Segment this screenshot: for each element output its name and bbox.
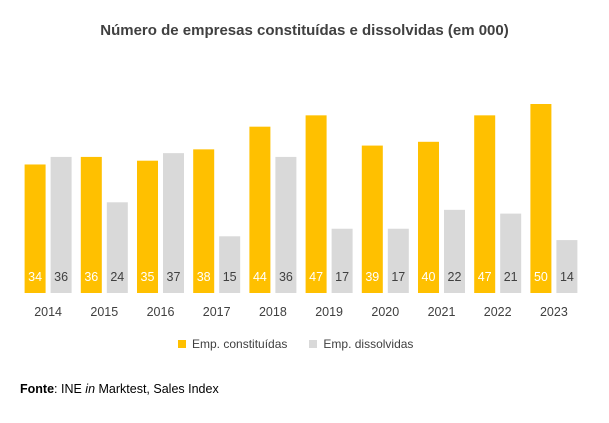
bar-constituidas-2023 [530, 104, 552, 293]
data-label-constituidas-2016: 35 [141, 270, 155, 284]
data-label-dissolvidas-2017: 15 [223, 270, 237, 284]
bar-dissolvidas-2021 [444, 209, 465, 293]
data-label-constituidas-2021: 40 [422, 270, 436, 284]
legend-item-dissolvidas: Emp. dissolvidas [309, 337, 413, 351]
data-label-constituidas-2019: 47 [309, 270, 323, 284]
data-label-dissolvidas-2023: 14 [560, 270, 574, 284]
x-tick-label-2018: 2018 [259, 305, 287, 319]
data-label-constituidas-2023: 50 [534, 270, 548, 284]
x-tick-label-2014: 2014 [34, 305, 62, 319]
data-label-constituidas-2018: 44 [253, 270, 267, 284]
x-tick-label-2023: 2023 [540, 305, 568, 319]
bar-constituidas-2016 [137, 160, 158, 293]
data-label-dissolvidas-2022: 21 [504, 270, 518, 284]
chart-title: Número de empresas constituídas e dissol… [100, 22, 509, 39]
bar-constituidas-2019 [305, 115, 327, 293]
x-tick-label-2015: 2015 [90, 305, 118, 319]
x-tick-label-2022: 2022 [484, 305, 512, 319]
source-italic: in [85, 382, 96, 396]
legend-swatch-constituidas [178, 340, 186, 348]
bar-dissolvidas-2014 [50, 156, 72, 293]
legend-label-constituidas: Emp. constituídas [192, 337, 288, 351]
source-sep: : INE [54, 382, 86, 396]
bar-dissolvidas-2018 [275, 156, 297, 293]
data-label-dissolvidas-2014: 36 [54, 270, 68, 284]
bar-dissolvidas-2015 [106, 202, 128, 293]
bar-dissolvidas-2019 [331, 228, 353, 293]
data-label-dissolvidas-2016: 37 [167, 270, 181, 284]
legend-label-dissolvidas: Emp. dissolvidas [323, 337, 414, 351]
x-tick-label-2017: 2017 [203, 305, 231, 319]
bar-constituidas-2021 [418, 141, 439, 293]
bar-constituidas-2022 [474, 115, 496, 293]
data-label-dissolvidas-2015: 24 [110, 270, 124, 284]
data-label-dissolvidas-2018: 36 [279, 270, 293, 284]
x-tick-label-2021: 2021 [428, 305, 456, 319]
bar-dissolvidas-2017 [219, 236, 241, 293]
data-label-dissolvidas-2021: 22 [448, 270, 462, 284]
bar-constituidas-2020 [361, 145, 383, 293]
bar-dissolvidas-2016 [163, 153, 184, 293]
data-label-constituidas-2017: 38 [197, 270, 211, 284]
bar-constituidas-2015 [80, 156, 102, 293]
legend-item-constituidas: Emp. constituídas [178, 337, 287, 351]
legend-swatch-dissolvidas [309, 340, 318, 348]
bar-dissolvidas-2022 [500, 213, 522, 293]
data-label-dissolvidas-2019: 17 [335, 270, 349, 284]
source-note: Fonte: INE in Marktest, Sales Index [20, 382, 219, 396]
source-label: Fonte [20, 382, 55, 396]
source-rest: Marktest, Sales Index [95, 382, 219, 396]
x-tick-label-2019: 2019 [315, 305, 343, 319]
bar-dissolvidas-2023 [556, 240, 578, 293]
data-label-dissolvidas-2020: 17 [391, 270, 405, 284]
bar-constituidas-2014 [24, 164, 46, 293]
data-label-constituidas-2020: 39 [365, 270, 379, 284]
x-tick-label-2016: 2016 [147, 305, 175, 319]
data-label-constituidas-2015: 36 [84, 270, 98, 284]
bar-constituidas-2018 [249, 126, 271, 294]
x-tick-label-2020: 2020 [371, 305, 399, 319]
bar-dissolvidas-2020 [387, 228, 409, 293]
legend: Emp. constituídas Emp. dissolvidas [178, 337, 435, 351]
data-label-constituidas-2014: 34 [28, 270, 42, 284]
data-label-constituidas-2022: 47 [478, 270, 492, 284]
bar-constituidas-2017 [193, 149, 215, 293]
